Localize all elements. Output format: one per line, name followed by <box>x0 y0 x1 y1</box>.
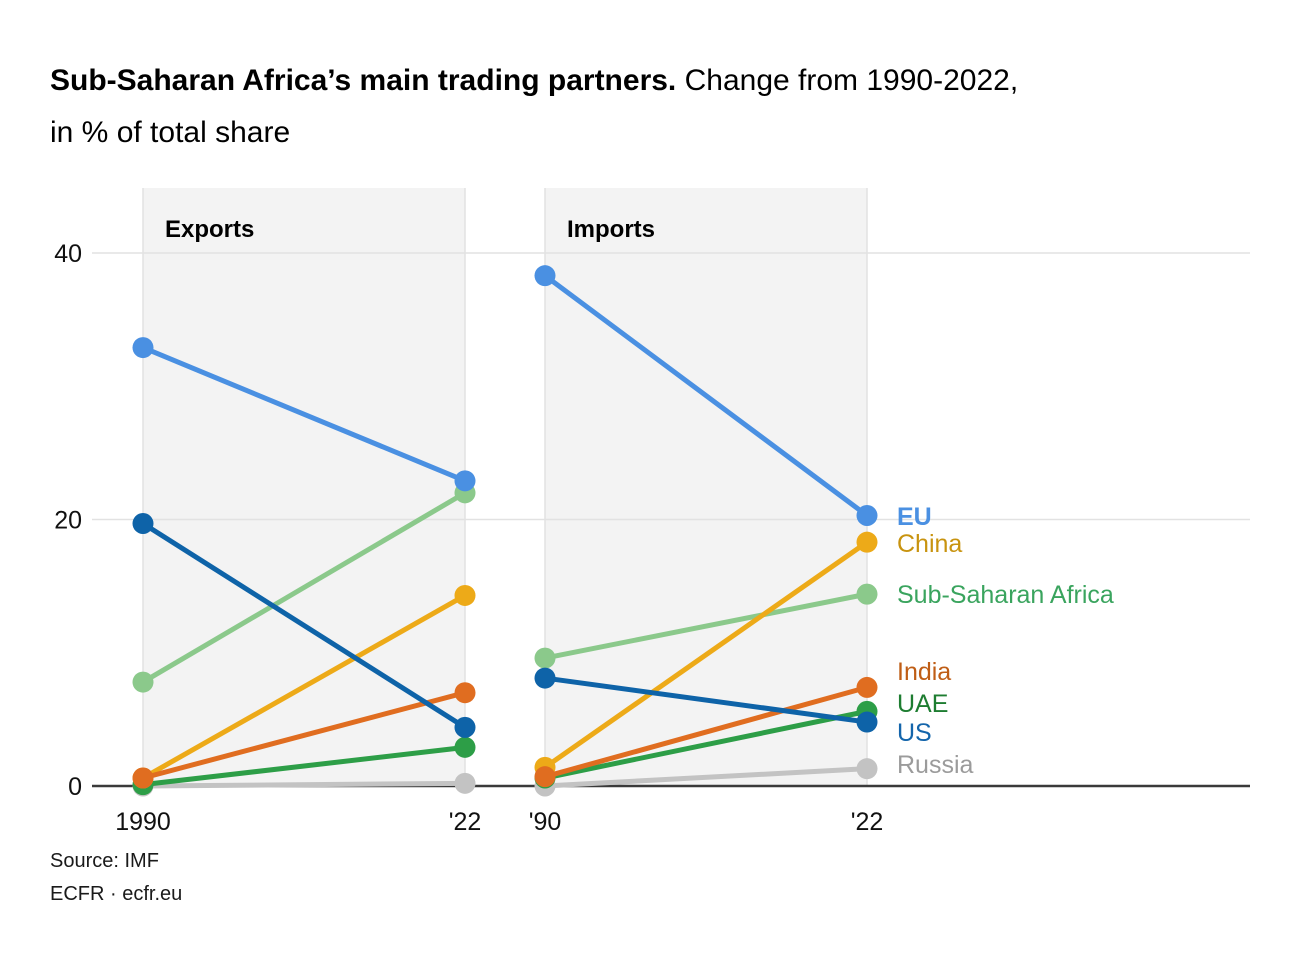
legend-label-uae: UAE <box>897 690 948 718</box>
panel-title-exports: Exports <box>165 216 254 243</box>
legend-label-china: China <box>897 530 962 558</box>
imports-china-dot-22 <box>856 531 878 553</box>
exports-eu-line <box>142 345 466 484</box>
exports-india-line <box>142 690 466 781</box>
exports-uae-dot-22 <box>454 736 476 758</box>
exports-india-dot-22 <box>454 682 476 704</box>
imports-sub-saharan-africa-dot-22 <box>856 583 878 605</box>
imports-china-line <box>543 540 869 770</box>
panel-bg-imports <box>545 188 867 786</box>
legend-label-us: US <box>897 719 932 747</box>
imports-russia-dot-22 <box>856 758 878 780</box>
x-tick-label-imports-90: '90 <box>529 808 562 836</box>
imports-sub-saharan-africa-line <box>544 591 868 661</box>
imports-uae-line <box>544 708 868 781</box>
exports-us-line <box>141 521 467 730</box>
imports-eu-dot-90 <box>534 265 556 287</box>
exports-china-line <box>141 593 467 781</box>
exports-russia-dot-22 <box>454 772 476 794</box>
imports-us-dot-22 <box>856 711 878 733</box>
imports-us-line <box>544 675 868 725</box>
imports-russia-line <box>544 766 868 789</box>
exports-india-dot-1990 <box>132 767 154 789</box>
imports-eu-dot-22 <box>856 505 878 527</box>
y-tick-label-40: 40 <box>54 240 82 268</box>
panel-title-imports: Imports <box>567 216 655 243</box>
imports-sub-saharan-africa-dot-90 <box>534 647 556 669</box>
exports-eu-dot-1990 <box>132 337 154 359</box>
exports-us-dot-22 <box>454 716 476 738</box>
exports-uae-line <box>142 744 466 788</box>
credit-note: ECFR · ecfr.eu <box>50 883 183 905</box>
legend-label-russia: Russia <box>897 751 974 779</box>
y-tick-label-20: 20 <box>54 507 82 535</box>
legend-label-india: India <box>897 658 951 686</box>
imports-india-dot-22 <box>856 676 878 698</box>
chart-footer: Source: IMF ECFR · ecfr.eu <box>50 845 182 911</box>
chart-title-tail: Change from 1990-2022, <box>676 64 1019 97</box>
exports-sub-saharan-africa-line <box>141 490 467 685</box>
chart-subtitle: in % of total share <box>50 116 291 149</box>
exports-sub-saharan-africa-dot-1990 <box>132 671 154 693</box>
imports-us-dot-90 <box>534 667 556 689</box>
exports-eu-dot-22 <box>454 470 476 492</box>
imports-india-line <box>544 684 868 780</box>
exports-us-dot-1990 <box>132 512 154 534</box>
legend-label-eu: EU <box>897 503 932 531</box>
exports-russia-line <box>142 780 466 789</box>
exports-china-dot-22 <box>454 584 476 606</box>
chart-title-bold: Sub-Saharan Africa’s main trading partne… <box>50 64 677 97</box>
x-tick-label-exports-22: '22 <box>449 808 482 836</box>
source-note: Source: IMF <box>50 850 159 872</box>
legend-label-sub-saharan-africa: Sub-Saharan Africa <box>897 581 1114 609</box>
imports-india-dot-90 <box>534 766 556 788</box>
y-tick-label-0: 0 <box>68 773 82 801</box>
x-tick-label-exports-1990: 1990 <box>115 808 171 836</box>
imports-eu-line <box>543 273 869 518</box>
x-tick-label-imports-22: '22 <box>851 808 884 836</box>
chart-title: Sub-Saharan Africa’s main trading partne… <box>50 55 1275 159</box>
